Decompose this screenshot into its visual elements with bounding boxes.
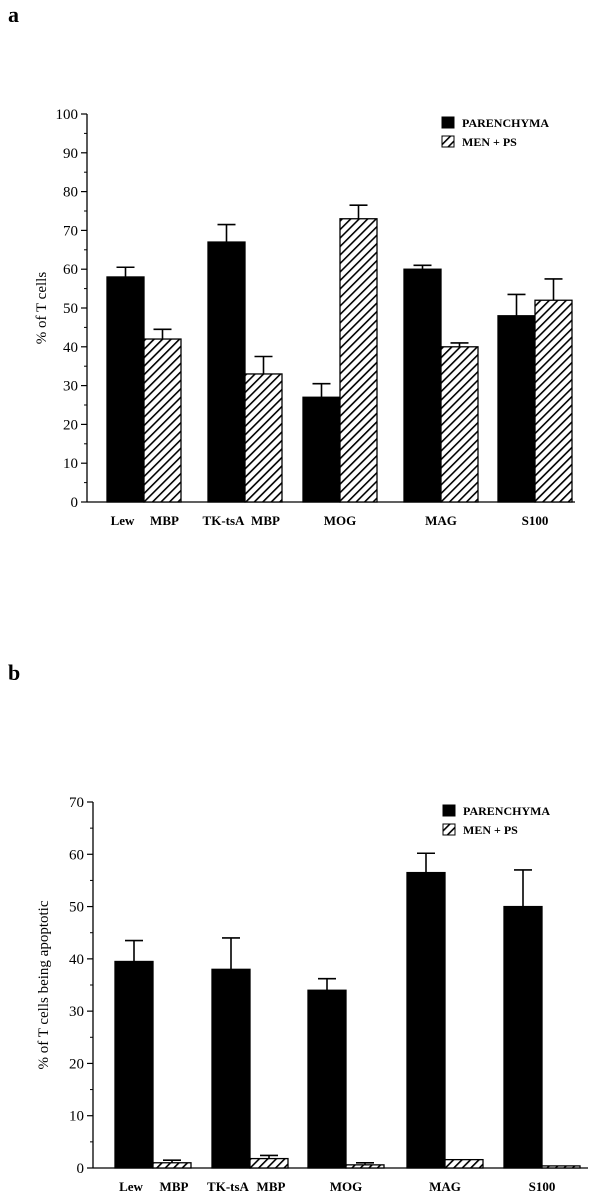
y-tick-label: 20 — [69, 1056, 84, 1072]
bar-parenchyma — [503, 905, 543, 1169]
y-tick-label: 60 — [69, 847, 84, 863]
y-tick-label: 70 — [63, 223, 78, 239]
y-tick-label: 10 — [69, 1109, 84, 1125]
y-tick-label: 10 — [63, 456, 78, 472]
y-axis-label: % of T cells being apoptotic — [36, 900, 52, 1069]
category-label: MBP — [150, 513, 179, 528]
bar-parenchyma — [497, 315, 536, 503]
category-label: Lew — [111, 513, 135, 528]
y-tick-label: 100 — [56, 107, 79, 123]
bar-men-ps — [444, 1158, 484, 1169]
y-tick-label: 0 — [77, 1161, 85, 1177]
category-label: MOG — [330, 1179, 363, 1194]
category-label: S100 — [522, 513, 549, 528]
legend-label: MEN + PS — [463, 823, 518, 837]
bar-men-ps — [534, 299, 573, 503]
bar-parenchyma — [106, 276, 145, 503]
bar-men-ps — [249, 1157, 289, 1169]
y-tick-label: 20 — [63, 417, 78, 433]
legend-swatch — [442, 804, 456, 817]
legend-swatch — [441, 116, 455, 129]
category-label: MBP — [160, 1179, 189, 1194]
category-label: MOG — [324, 513, 357, 528]
bar-men-ps — [440, 346, 479, 503]
category-label: MAG — [429, 1179, 461, 1194]
bar-parenchyma — [211, 968, 251, 1169]
y-tick-label: 60 — [63, 262, 78, 278]
panel-letter-a: a — [8, 2, 19, 27]
legend-label: MEN + PS — [462, 135, 517, 149]
y-tick-label: 90 — [63, 146, 78, 162]
category-label: MBP — [257, 1179, 286, 1194]
legend-label: PARENCHYMA — [463, 804, 550, 818]
y-tick-label: 50 — [63, 301, 78, 317]
category-label: MAG — [425, 513, 457, 528]
bar-parenchyma — [307, 989, 347, 1169]
bar-men-ps — [339, 218, 378, 503]
bar-men-ps — [345, 1164, 385, 1169]
bar-men-ps — [152, 1162, 192, 1169]
y-tick-label: 40 — [63, 340, 78, 356]
y-tick-label: 0 — [71, 495, 79, 511]
category-label: S100 — [529, 1179, 556, 1194]
category-label: Lew — [119, 1179, 143, 1194]
y-tick-label: 80 — [63, 185, 78, 201]
bar-men-ps — [244, 373, 283, 503]
category-label: MBP — [251, 513, 280, 528]
y-tick-label: 40 — [69, 952, 84, 968]
bar-parenchyma — [406, 871, 446, 1169]
legend-swatch — [441, 135, 455, 148]
legend-label: PARENCHYMA — [462, 116, 549, 130]
y-tick-label: 30 — [63, 379, 78, 395]
y-tick-label: 50 — [69, 900, 84, 916]
category-label: TK-tsA — [207, 1179, 250, 1194]
chart-a: 0 10 20 30 40 50 60 70 80 90 100 % of T cells Lew MBP… — [34, 107, 575, 528]
panel-letter-b: b — [8, 660, 21, 685]
bar-parenchyma — [207, 241, 246, 503]
bar-men-ps — [541, 1165, 581, 1169]
bar-men-ps — [143, 338, 182, 503]
legend-swatch — [442, 823, 456, 836]
y-tick-label: 70 — [69, 795, 84, 811]
y-axis-label: % of T cells — [34, 272, 50, 345]
y-tick-label: 30 — [69, 1004, 84, 1020]
bar-parenchyma — [114, 960, 154, 1169]
category-label: TK-tsA — [203, 513, 246, 528]
